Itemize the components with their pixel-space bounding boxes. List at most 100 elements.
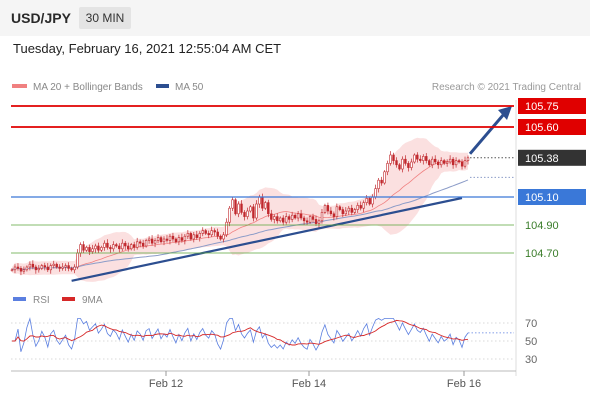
- x-tick-label: Feb 12: [149, 378, 183, 390]
- candle-body: [356, 205, 359, 210]
- candle-body: [133, 244, 136, 248]
- candle-body: [344, 210, 347, 215]
- candle-body: [305, 220, 309, 223]
- ma20-legend-label: MA 20 + Bollinger Bands: [33, 82, 143, 93]
- candle-body: [91, 248, 94, 252]
- candle-body: [383, 171, 386, 184]
- candle-body: [466, 157, 470, 161]
- candle-body: [34, 266, 38, 271]
- candle-body: [231, 199, 234, 209]
- candle-body: [124, 242, 127, 247]
- candle-body: [46, 266, 50, 271]
- candle-body: [350, 207, 353, 213]
- candle-body: [302, 217, 306, 222]
- candle-body: [463, 160, 467, 167]
- resistance-label: 105.75: [525, 101, 559, 113]
- candle-body: [225, 221, 228, 236]
- rsi-layer: 70 50 30: [11, 317, 537, 366]
- candle-body: [10, 269, 14, 272]
- candle-body: [428, 160, 431, 166]
- candle-body: [16, 266, 20, 269]
- candle-body: [442, 160, 446, 164]
- candle-body: [273, 216, 276, 220]
- resistance-badge: [518, 119, 586, 135]
- candle-body: [368, 198, 371, 205]
- candle-body: [314, 219, 318, 224]
- candle-body: [139, 241, 142, 244]
- candle-body: [326, 205, 330, 212]
- candle-body: [216, 231, 219, 237]
- candle-body: [278, 217, 282, 222]
- candle-body: [445, 161, 449, 164]
- resistance-badge: [518, 98, 586, 114]
- candle-body: [171, 235, 175, 240]
- candle-body: [103, 242, 106, 248]
- candle-body: [392, 154, 395, 161]
- candle-body: [430, 158, 434, 166]
- x-tick-label: Feb 14: [292, 378, 326, 390]
- candle-body: [40, 265, 44, 269]
- candle-body: [454, 160, 458, 166]
- support-badge: [518, 189, 586, 205]
- candle-body: [192, 234, 195, 240]
- candle-body: [115, 244, 118, 247]
- candle-body: [460, 161, 464, 167]
- projection-arrow-shaft: [468, 113, 506, 155]
- candle-body: [347, 207, 350, 212]
- candle-body: [228, 207, 231, 223]
- candle-body: [147, 238, 151, 241]
- candle-body: [213, 230, 216, 233]
- candle-body: [308, 216, 312, 223]
- candle-body: [159, 237, 163, 243]
- candle-body: [82, 244, 85, 251]
- candle-body: [246, 210, 249, 217]
- candle-body: [153, 240, 157, 244]
- candle-body: [252, 206, 255, 219]
- candle-body: [377, 179, 380, 189]
- target-label: 104.70: [525, 248, 559, 260]
- candle-body: [174, 238, 178, 243]
- candle-body: [439, 160, 443, 166]
- rsi-line: [12, 317, 469, 352]
- candle-body: [389, 154, 392, 164]
- ma50-legend-swatch: [156, 84, 169, 88]
- chart-credit: Research © 2021 Trading Central: [432, 82, 581, 93]
- candle-body: [264, 202, 267, 209]
- projection-arrowhead: [498, 106, 512, 120]
- candle-body: [13, 266, 17, 271]
- candle-body: [94, 245, 97, 250]
- candle-body: [311, 216, 315, 220]
- candle-body: [359, 205, 362, 209]
- candle-body: [401, 158, 404, 170]
- candle-body: [386, 163, 389, 173]
- trendline: [71, 196, 463, 282]
- timeframe-badge[interactable]: 30 MIN: [79, 7, 131, 29]
- candle-body: [141, 242, 145, 247]
- candle-body: [329, 210, 333, 215]
- candle-body: [255, 203, 258, 219]
- candle-body: [177, 237, 181, 243]
- candle-body: [127, 245, 130, 250]
- candle-body: [276, 216, 279, 222]
- levels-layer: 105.75 105.60 105.38 105.10 104.90 104.70: [11, 98, 586, 260]
- rsi-tick-label: 70: [525, 318, 537, 330]
- price-layer: [10, 106, 512, 282]
- candle-body: [222, 234, 225, 240]
- candle-body: [97, 245, 100, 251]
- candle-body: [365, 198, 368, 203]
- candle-body: [404, 158, 407, 164]
- candle-body: [150, 238, 154, 244]
- ma20-line: [11, 160, 469, 271]
- candle-body: [451, 158, 455, 166]
- candle-body: [136, 241, 139, 248]
- candle-body: [341, 209, 344, 215]
- candle-body: [121, 242, 124, 250]
- x-axis: Feb 12 Feb 14 Feb 16: [149, 371, 481, 390]
- support-label: 105.10: [525, 192, 559, 204]
- x-tick-label: Feb 16: [447, 378, 481, 390]
- candle-body: [353, 209, 356, 213]
- candle-body: [261, 196, 264, 209]
- ma50-line: [11, 179, 469, 271]
- candle-body: [287, 216, 291, 220]
- ma20-legend-swatch: [12, 84, 27, 88]
